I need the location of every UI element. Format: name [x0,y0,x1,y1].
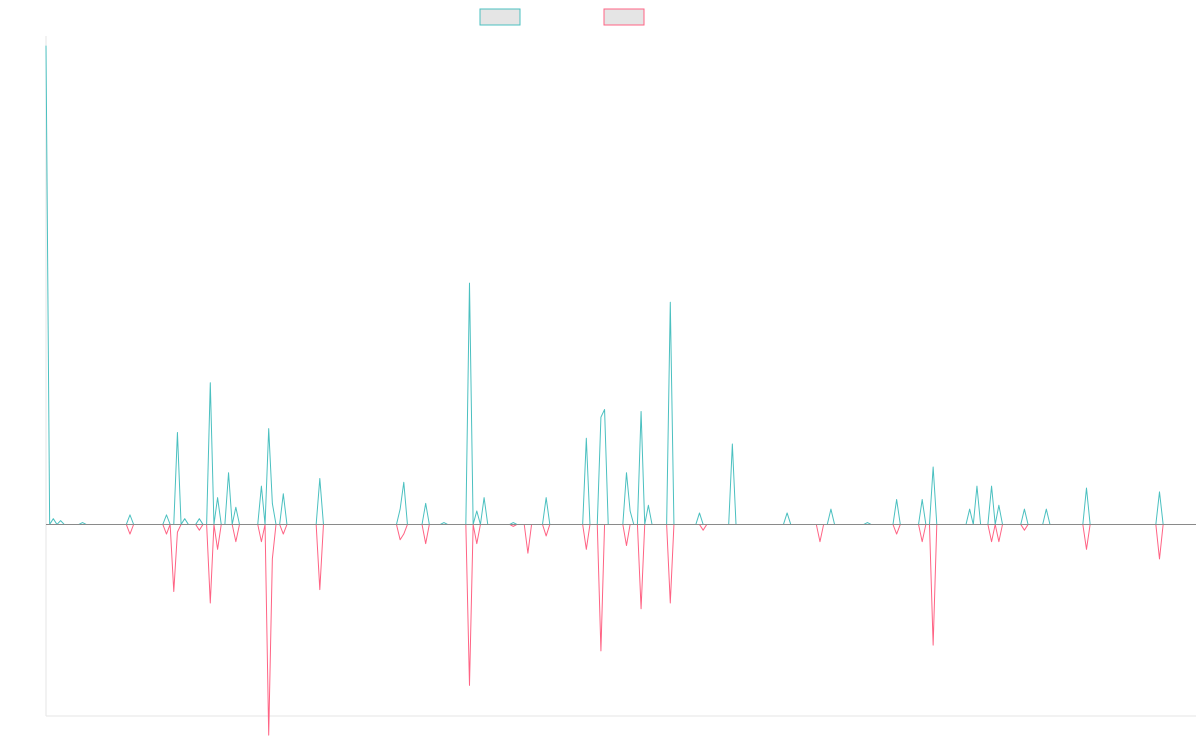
series-1-point[interactable] [51,517,55,521]
series-1-point[interactable] [59,519,63,523]
series-1-point[interactable] [584,436,588,440]
series-1-point[interactable] [931,465,935,469]
series-2-point[interactable] [208,601,212,605]
series-1-point[interactable] [865,521,869,525]
series-2-point[interactable] [164,532,168,536]
series-1-point[interactable] [624,471,628,475]
series-2-point[interactable] [639,607,643,611]
series-1-point[interactable] [628,509,632,513]
series-2-line [46,523,1196,736]
legend-swatch-series-2[interactable] [603,8,645,26]
series-2-point[interactable] [990,540,994,544]
series-2-point[interactable] [818,540,822,544]
series-1-point[interactable] [920,498,924,502]
series-2-point[interactable] [402,532,406,536]
series-2-point[interactable] [526,551,530,555]
series-1-point[interactable] [997,503,1001,507]
series-2-point[interactable] [1084,547,1088,551]
series-1-point[interactable] [467,281,471,285]
series-1-point[interactable] [197,517,201,521]
series-1-point[interactable] [442,521,446,525]
series-1-point[interactable] [475,509,479,513]
series-2-point[interactable] [216,547,220,551]
series-2-point[interactable] [997,540,1001,544]
series-1-point[interactable] [216,496,220,500]
series-2-point[interactable] [584,547,588,551]
series-2-point[interactable] [128,532,132,536]
series-1-line [45,45,1196,525]
series-1-point[interactable] [1084,486,1088,490]
series-2-point[interactable] [544,534,548,538]
series-1-point[interactable] [398,507,402,511]
series-1-point[interactable] [183,517,187,521]
series-2-point[interactable] [701,528,705,532]
series-2-point[interactable] [920,540,924,544]
series-1-point[interactable] [234,505,238,509]
series-2-point[interactable] [1022,528,1026,532]
series-2-point[interactable] [599,649,603,653]
series-2-point[interactable] [281,532,285,536]
series-1-point[interactable] [281,492,285,496]
series-1-point[interactable] [270,501,274,505]
series-1-point[interactable] [128,513,132,517]
legend [479,8,645,26]
series-2-point[interactable] [624,544,628,548]
legend-swatch-series-1[interactable] [479,8,521,26]
series-1-point[interactable] [1044,507,1048,511]
series-2-point[interactable] [467,683,471,687]
series-2-point[interactable] [931,643,935,647]
series-2-point[interactable] [234,540,238,544]
series-2-point[interactable] [175,530,179,534]
series-1-point[interactable] [259,484,263,488]
series-2-point[interactable] [197,528,201,532]
series-1-point[interactable] [829,507,833,511]
series-1-point[interactable] [511,521,515,525]
series-2 [46,523,1196,737]
series-1-point[interactable] [424,501,428,505]
series-2-point[interactable] [424,542,428,546]
series-1-point[interactable] [785,511,789,515]
series-1-point[interactable] [990,484,994,488]
series-1-point[interactable] [599,415,603,419]
series-1-point[interactable] [164,513,168,517]
series-1-point[interactable] [730,442,734,446]
series-2-point[interactable] [267,733,271,737]
series-1-point[interactable] [318,476,322,480]
series-2-point[interactable] [1157,557,1161,561]
series-1-point[interactable] [175,431,179,435]
series-1-point[interactable] [668,300,672,304]
series-1-point[interactable] [544,496,548,500]
series-1-point[interactable] [646,503,650,507]
series-1-point[interactable] [227,471,231,475]
series-2-point[interactable] [398,538,402,542]
series-layer [44,44,1196,737]
series-1-point[interactable] [968,507,972,511]
series-2-point[interactable] [668,601,672,605]
series-2-point[interactable] [895,532,899,536]
series-1 [44,44,1196,525]
series-1-point[interactable] [697,511,701,515]
series-2-point[interactable] [259,540,263,544]
series-1-point[interactable] [44,44,48,48]
series-2-point[interactable] [511,524,515,528]
series-2-point[interactable] [475,542,479,546]
series-1-point[interactable] [208,381,212,385]
series-1-point[interactable] [1022,507,1026,511]
series-2-point[interactable] [172,589,176,593]
series-1-point[interactable] [603,408,607,412]
series-1-point[interactable] [402,480,406,484]
series-1-point[interactable] [639,409,643,413]
series-1-point[interactable] [482,496,486,500]
series-1-point[interactable] [267,427,271,431]
series-1-point[interactable] [895,498,899,502]
series-2-point[interactable] [318,588,322,592]
series-1-point[interactable] [81,521,85,525]
series-2-point[interactable] [270,557,274,561]
series-1-point[interactable] [975,484,979,488]
series-1-point[interactable] [1157,490,1161,494]
